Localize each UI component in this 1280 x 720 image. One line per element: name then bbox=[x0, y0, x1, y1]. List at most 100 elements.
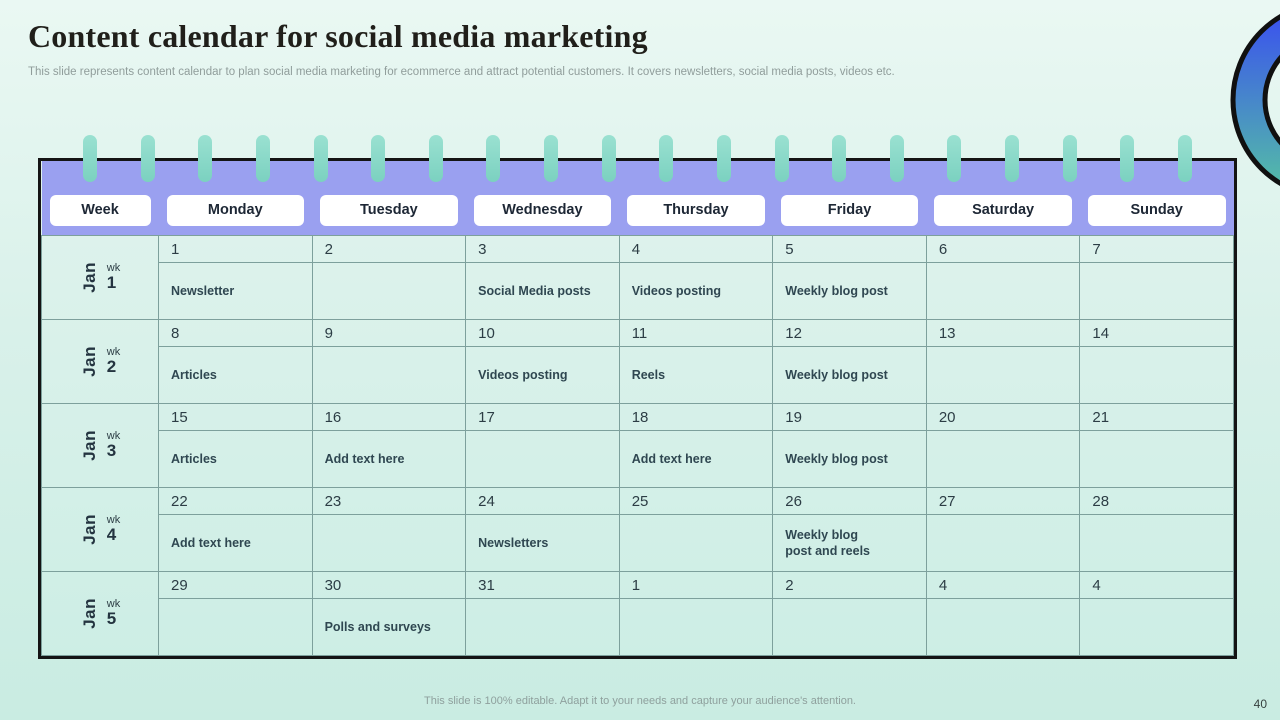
column-header-monday: Monday bbox=[166, 195, 305, 226]
date-number: 3 bbox=[466, 236, 619, 263]
column-header-wednesday: Wednesday bbox=[473, 195, 612, 226]
date-number: 6 bbox=[926, 236, 1080, 263]
content-entry bbox=[620, 515, 773, 571]
column-header-tuesday: Tuesday bbox=[320, 195, 458, 226]
day-cell: 13 bbox=[925, 319, 1081, 404]
content-entry bbox=[1080, 347, 1233, 403]
month-label: Jan bbox=[79, 514, 99, 545]
day-cell: 16 Add text here bbox=[311, 403, 467, 488]
date-number: 15 bbox=[159, 404, 312, 431]
page-title: Content calendar for social media market… bbox=[28, 18, 648, 54]
content-entry bbox=[313, 515, 466, 571]
content-entry bbox=[466, 599, 619, 655]
content-entry: Add text here bbox=[324, 451, 405, 466]
date-number: 29 bbox=[159, 572, 312, 599]
date-number: 2 bbox=[773, 572, 926, 599]
week-number: 2 bbox=[106, 357, 117, 377]
date-number: 10 bbox=[466, 320, 619, 347]
content-entry: Polls and surveys bbox=[324, 619, 431, 634]
day-cell: 2 bbox=[772, 571, 927, 656]
footer-note: This slide is 100% editable. Adapt it to… bbox=[424, 695, 856, 707]
date-number: 22 bbox=[159, 488, 312, 515]
content-entry: Newsletter bbox=[171, 283, 235, 298]
day-cell: 4 Videos posting bbox=[618, 235, 774, 320]
content-entry bbox=[313, 347, 466, 403]
day-cell: 3 Social Media posts bbox=[465, 235, 620, 320]
day-cell: 15 Articles bbox=[158, 403, 313, 488]
day-cell: 1 Newsletter bbox=[158, 235, 313, 320]
content-entry bbox=[927, 431, 1080, 487]
content-entry: Reels bbox=[631, 367, 666, 382]
date-number: 4 bbox=[926, 572, 1080, 599]
page-subtitle: This slide represents content calendar t… bbox=[28, 66, 895, 78]
day-cell: 19 Weekly blog post bbox=[772, 403, 927, 488]
content-entry: Weekly blog post bbox=[785, 283, 888, 298]
date-number: 8 bbox=[159, 320, 312, 347]
content-entry bbox=[927, 599, 1080, 655]
month-label: Jan bbox=[79, 262, 99, 293]
day-cell: 12 Weekly blog post bbox=[772, 319, 927, 404]
column-header-thursday: Thursday bbox=[627, 195, 765, 226]
day-cell: 22 Add text here bbox=[158, 487, 313, 572]
date-number: 17 bbox=[466, 404, 619, 431]
date-number: 1 bbox=[619, 572, 773, 599]
date-number: 25 bbox=[619, 488, 773, 515]
week-prefix: wk bbox=[106, 513, 121, 526]
day-cell: 10 Videos posting bbox=[465, 319, 620, 404]
date-number: 1 bbox=[159, 236, 312, 263]
day-cell: 1 bbox=[618, 571, 774, 656]
content-entry: Weekly blog post and reels bbox=[785, 527, 870, 558]
column-header-sunday: Sunday bbox=[1087, 195, 1226, 226]
day-cell: 26 Weekly blog post and reels bbox=[772, 487, 927, 572]
content-entry: Articles bbox=[171, 451, 217, 466]
week-label-cell: Jan wk 2 bbox=[41, 319, 159, 404]
day-cell: 6 bbox=[925, 235, 1081, 320]
day-cell: 8 Articles bbox=[158, 319, 313, 404]
date-number: 7 bbox=[1080, 236, 1233, 263]
content-entry bbox=[313, 263, 466, 319]
week-number: 4 bbox=[106, 525, 117, 545]
date-number: 28 bbox=[1080, 488, 1233, 515]
week-label-cell: Jan wk 4 bbox=[41, 487, 159, 572]
day-cell: 2 bbox=[311, 235, 467, 320]
date-number: 14 bbox=[1080, 320, 1233, 347]
date-number: 30 bbox=[312, 572, 466, 599]
day-cell: 29 bbox=[158, 571, 313, 656]
week-row: Jan wk 4 22 Add text here 23 24 Newslett… bbox=[41, 487, 1234, 572]
day-cell: 4 bbox=[1079, 571, 1234, 656]
calendar-table: Week Monday Tuesday Wednesday Thursday F… bbox=[41, 161, 1234, 656]
day-cell: 7 bbox=[1079, 235, 1234, 320]
month-label: Jan bbox=[79, 430, 99, 461]
content-calendar: Week Monday Tuesday Wednesday Thursday F… bbox=[38, 135, 1237, 659]
week-number: 3 bbox=[106, 441, 117, 461]
date-number: 19 bbox=[773, 404, 926, 431]
day-cell: 5 Weekly blog post bbox=[772, 235, 927, 320]
date-number: 18 bbox=[619, 404, 773, 431]
content-entry bbox=[1080, 263, 1233, 319]
date-number: 9 bbox=[312, 320, 466, 347]
day-cell: 9 bbox=[311, 319, 467, 404]
day-cell: 14 bbox=[1079, 319, 1234, 404]
date-number: 5 bbox=[773, 236, 926, 263]
calendar-body: Jan wk 1 1 Newsletter 2 3 Social Media p… bbox=[41, 235, 1234, 656]
date-number: 27 bbox=[926, 488, 1080, 515]
corner-ring-decoration bbox=[1230, 13, 1280, 187]
date-number: 31 bbox=[466, 572, 619, 599]
day-cell: 31 bbox=[465, 571, 620, 656]
date-number: 11 bbox=[619, 320, 773, 347]
week-row: Jan wk 1 1 Newsletter 2 3 Social Media p… bbox=[41, 235, 1234, 320]
content-entry: Videos posting bbox=[631, 283, 722, 298]
content-entry: Articles bbox=[171, 367, 217, 382]
content-entry: Videos posting bbox=[478, 367, 568, 382]
column-header-friday: Friday bbox=[780, 195, 919, 226]
date-number: 16 bbox=[312, 404, 466, 431]
day-cell: 20 bbox=[925, 403, 1081, 488]
content-entry: Add text here bbox=[171, 535, 251, 550]
content-entry bbox=[1080, 599, 1233, 655]
week-row: Jan wk 3 15 Articles 16 Add text here 17… bbox=[41, 403, 1234, 488]
week-label-cell: Jan wk 5 bbox=[41, 571, 159, 656]
day-cell: 11 Reels bbox=[618, 319, 774, 404]
week-row: Jan wk 5 29 30 Polls and surveys 31 1 bbox=[41, 571, 1234, 656]
calendar-header-row: Week Monday Tuesday Wednesday Thursday F… bbox=[41, 161, 1234, 236]
column-header-week: Week bbox=[49, 195, 151, 226]
